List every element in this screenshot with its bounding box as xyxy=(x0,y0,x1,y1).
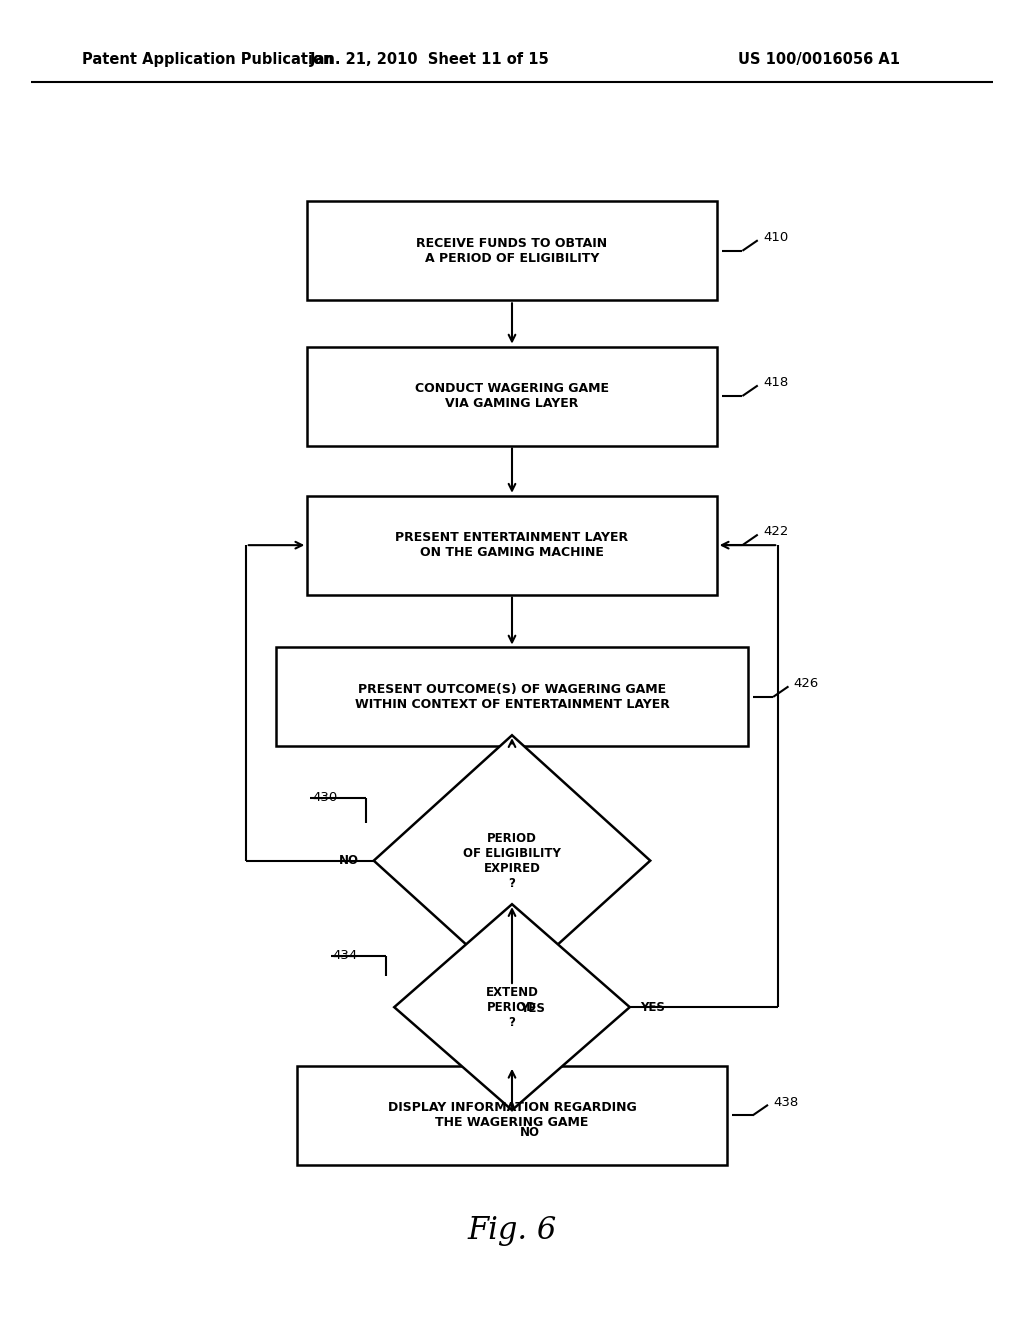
Polygon shape xyxy=(394,904,630,1110)
Text: PERIOD
OF ELIGIBILITY
EXPIRED
?: PERIOD OF ELIGIBILITY EXPIRED ? xyxy=(463,832,561,890)
Text: Patent Application Publication: Patent Application Publication xyxy=(82,51,334,67)
Text: YES: YES xyxy=(520,1002,545,1015)
Text: 422: 422 xyxy=(763,525,788,539)
Text: 434: 434 xyxy=(333,949,358,962)
Text: EXTEND
PERIOD
?: EXTEND PERIOD ? xyxy=(485,986,539,1028)
Text: 410: 410 xyxy=(763,231,788,244)
Text: CONDUCT WAGERING GAME
VIA GAMING LAYER: CONDUCT WAGERING GAME VIA GAMING LAYER xyxy=(415,381,609,411)
Text: 426: 426 xyxy=(794,677,819,690)
Text: US 100/0016056 A1: US 100/0016056 A1 xyxy=(738,51,900,67)
Bar xyxy=(276,648,748,747)
Text: PRESENT OUTCOME(S) OF WAGERING GAME
WITHIN CONTEXT OF ENTERTAINMENT LAYER: PRESENT OUTCOME(S) OF WAGERING GAME WITH… xyxy=(354,682,670,711)
Text: YES: YES xyxy=(640,1001,665,1014)
Text: Fig. 6: Fig. 6 xyxy=(467,1214,557,1246)
Bar xyxy=(297,1067,727,1166)
Text: RECEIVE FUNDS TO OBTAIN
A PERIOD OF ELIGIBILITY: RECEIVE FUNDS TO OBTAIN A PERIOD OF ELIG… xyxy=(417,236,607,265)
Bar xyxy=(307,346,717,446)
Bar xyxy=(307,201,717,300)
Text: NO: NO xyxy=(520,1126,541,1139)
Text: NO: NO xyxy=(338,854,358,867)
Text: 418: 418 xyxy=(763,376,788,389)
Text: Jan. 21, 2010  Sheet 11 of 15: Jan. 21, 2010 Sheet 11 of 15 xyxy=(310,51,550,67)
Text: DISPLAY INFORMATION REGARDING
THE WAGERING GAME: DISPLAY INFORMATION REGARDING THE WAGERI… xyxy=(388,1101,636,1130)
Text: 438: 438 xyxy=(773,1096,799,1109)
Text: 430: 430 xyxy=(312,792,338,804)
Bar xyxy=(307,496,717,594)
Polygon shape xyxy=(374,735,650,986)
Text: PRESENT ENTERTAINMENT LAYER
ON THE GAMING MACHINE: PRESENT ENTERTAINMENT LAYER ON THE GAMIN… xyxy=(395,531,629,560)
